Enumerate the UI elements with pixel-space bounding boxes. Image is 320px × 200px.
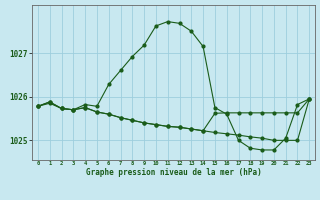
X-axis label: Graphe pression niveau de la mer (hPa): Graphe pression niveau de la mer (hPa) (86, 168, 261, 177)
